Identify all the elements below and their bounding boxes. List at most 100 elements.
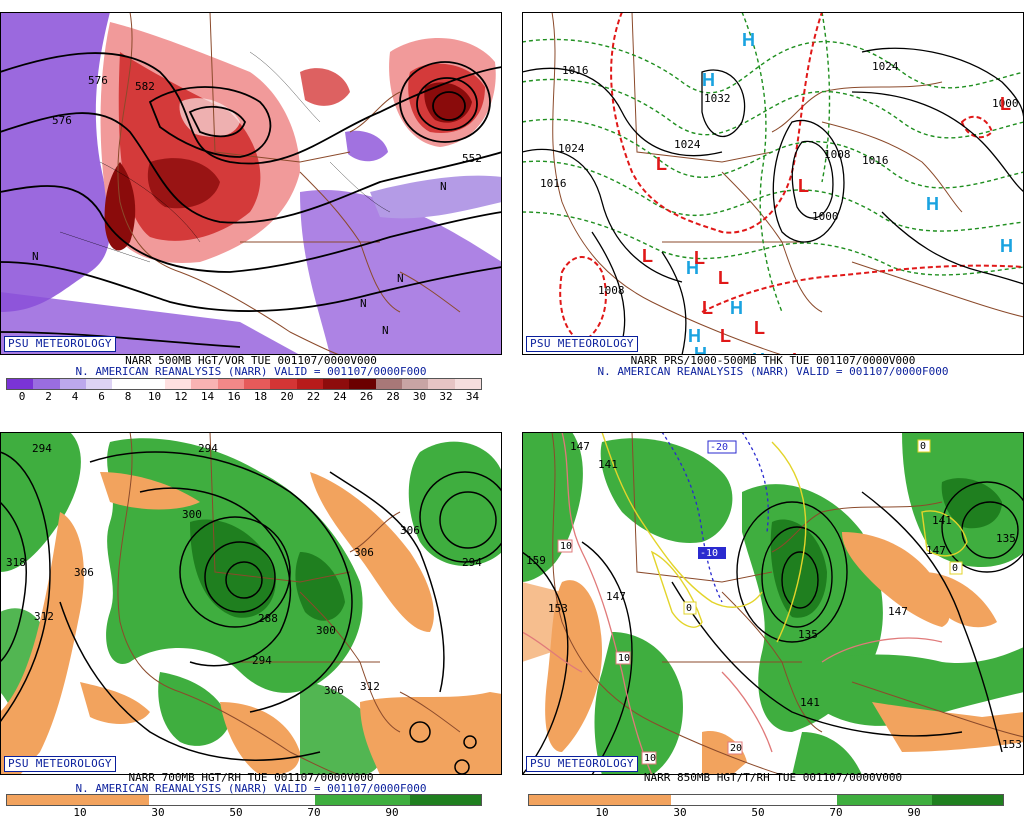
map-850mb: 147 141 159 153 147 135 141 135 147 141 … bbox=[522, 432, 1024, 775]
panel-850mb-temp-rh: 147 141 159 153 147 135 141 135 147 141 … bbox=[522, 420, 1024, 829]
colorbar-tick-label: 70 bbox=[829, 806, 843, 819]
temp-label-box: -20 bbox=[707, 440, 737, 454]
contour-label: 312 bbox=[360, 680, 380, 693]
low-pressure-marker: L bbox=[1000, 94, 1011, 114]
contour-label: 294 bbox=[462, 556, 482, 569]
colorbar-tick-label: 0 bbox=[18, 390, 26, 403]
colorbar-tick-label: 30 bbox=[412, 390, 427, 403]
vorticity-min-label: N bbox=[360, 297, 367, 310]
colorbar-tick-label: 12 bbox=[174, 390, 188, 403]
panel-pressure-thickness: 1016 1024 1032 1024 1016 1008 1024 1008 … bbox=[522, 0, 1024, 409]
colorbar-segment bbox=[931, 795, 1003, 805]
panel-subtitle: N. AMERICAN REANALYSIS (NARR) VALID = 00… bbox=[75, 365, 427, 378]
low-pressure-marker: L bbox=[718, 268, 729, 288]
contour-label: 159 bbox=[526, 554, 546, 567]
contour-label: 552 bbox=[462, 152, 482, 165]
isobar-label: 1016 bbox=[540, 177, 567, 190]
high-pressure-marker: H bbox=[688, 326, 701, 346]
high-pressure-marker: H bbox=[742, 30, 755, 50]
temp-label-box: -10 bbox=[698, 547, 726, 559]
low-pressure-marker: L bbox=[754, 318, 765, 338]
colorbar-tick-label: 50 bbox=[229, 806, 243, 819]
temp-label-box: 10 bbox=[557, 539, 573, 553]
colorbar-tick-label: 18 bbox=[253, 390, 268, 403]
colorbar-tick-label: 34 bbox=[465, 390, 480, 403]
temp-label: 0 bbox=[952, 563, 958, 574]
colorbar-segment bbox=[349, 379, 376, 389]
high-pressure-marker: H bbox=[702, 70, 715, 90]
isobar-label: 1016 bbox=[562, 64, 589, 77]
temp-label-box: 0 bbox=[683, 601, 697, 615]
temp-label: -10 bbox=[700, 548, 718, 559]
high-pressure-marker: H bbox=[926, 194, 939, 214]
map-700mb: 294 294 318 306 300 312 288 300 306 294 … bbox=[0, 432, 502, 775]
panel-subtitle: N. AMERICAN REANALYSIS (NARR) VALID = 00… bbox=[75, 782, 427, 795]
contour-label: 153 bbox=[548, 602, 568, 615]
temp-label: 10 bbox=[618, 653, 630, 664]
vorticity-min-label: N bbox=[397, 272, 404, 285]
colorbar-tick-label: 30 bbox=[151, 806, 165, 819]
contour-label: 576 bbox=[52, 114, 72, 127]
isobar-label: 1008 bbox=[824, 148, 851, 161]
low-pressure-marker: L bbox=[720, 326, 731, 346]
contour-label: 318 bbox=[6, 556, 26, 569]
temp-label-box: 20 bbox=[727, 741, 743, 755]
colorbar-segment bbox=[7, 379, 34, 389]
vorticity-min-label: N bbox=[440, 180, 447, 193]
psu-meteorology-badge: PSU METEOROLOGY bbox=[526, 336, 638, 352]
low-pressure-marker: L bbox=[798, 176, 809, 196]
colorbar-tick-label: 10 bbox=[595, 806, 609, 819]
high-pressure-marker: H bbox=[730, 298, 743, 318]
rh-colorbar bbox=[6, 794, 482, 806]
contour-label: 135 bbox=[996, 532, 1016, 545]
contour-label: 306 bbox=[354, 546, 374, 559]
contour-label: 147 bbox=[888, 605, 908, 618]
colorbar-tick-label: 4 bbox=[71, 390, 79, 403]
contour-label: 288 bbox=[258, 612, 278, 625]
contour-label: 300 bbox=[182, 508, 202, 521]
map-500mb: 576 582 576 552 N N N N N bbox=[0, 12, 502, 355]
colorbar-segment bbox=[59, 379, 86, 389]
vorticity-min-label: N bbox=[382, 324, 389, 337]
psu-meteorology-badge: PSU METEOROLOGY bbox=[4, 336, 116, 352]
colorbar-segment bbox=[322, 379, 350, 389]
colorbar-segment bbox=[243, 379, 271, 389]
isobar-label: 1008 bbox=[598, 284, 625, 297]
colorbar-segment bbox=[33, 379, 60, 389]
colorbar-tick-label: 32 bbox=[439, 390, 453, 403]
panel-500mb-vorticity: 576 582 576 552 N N N N N PSU METEOROLOG… bbox=[0, 0, 502, 409]
contour-label: 306 bbox=[324, 684, 344, 697]
colorbar-segment bbox=[112, 379, 139, 389]
temp-label: 10 bbox=[644, 753, 656, 764]
temp-label-box: 0 bbox=[917, 439, 931, 453]
colorbar-tick-label: 50 bbox=[751, 806, 765, 819]
vorticity-min-label: N bbox=[32, 250, 39, 263]
contour-label: 141 bbox=[598, 458, 618, 471]
colorbar-tick-label: 16 bbox=[227, 390, 241, 403]
colorbar-segment bbox=[85, 379, 113, 389]
contour-label: 153 bbox=[1002, 738, 1022, 751]
temp-label: 20 bbox=[730, 743, 742, 754]
colorbar-segment bbox=[270, 379, 297, 389]
panel-title: NARR 700MB HGT/RH TUE 001107/0000V000 bbox=[128, 771, 374, 784]
psu-meteorology-badge: PSU METEOROLOGY bbox=[4, 756, 116, 772]
colorbar-segment bbox=[164, 379, 192, 389]
contour-label: 147 bbox=[570, 440, 590, 453]
colorbar-tick-label: 10 bbox=[73, 806, 87, 819]
colorbar-segment bbox=[217, 379, 244, 389]
colorbar-tick-label: 90 bbox=[907, 806, 921, 819]
contour-label: 300 bbox=[316, 624, 336, 637]
map-pressure-thickness: 1016 1024 1032 1024 1016 1008 1024 1008 … bbox=[522, 12, 1024, 355]
colorbar-tick-label: 70 bbox=[307, 806, 321, 819]
contour-label: 141 bbox=[800, 696, 820, 709]
panel-title: NARR 850MB HGT/T/RH TUE 001107/0000V000 bbox=[643, 771, 903, 784]
isobar-label: 1024 bbox=[558, 142, 585, 155]
colorbar-segment bbox=[529, 795, 672, 805]
contour-label: 141 bbox=[932, 514, 952, 527]
temp-label-box: 0 bbox=[949, 561, 963, 575]
colorbar-segment bbox=[401, 379, 429, 389]
low-pressure-marker: L bbox=[694, 248, 705, 268]
high-pressure-marker: H bbox=[686, 258, 699, 278]
contour-label: 306 bbox=[74, 566, 94, 579]
colorbar-tick-label: 2 bbox=[45, 390, 52, 403]
